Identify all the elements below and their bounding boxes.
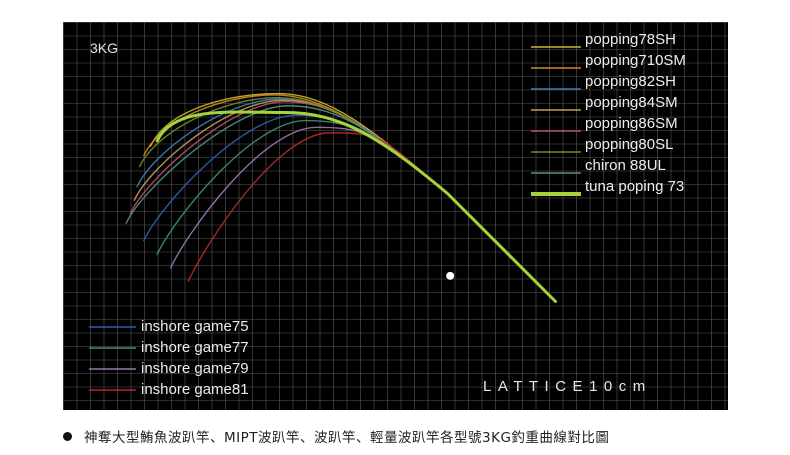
legend-label: inshore game75 bbox=[141, 318, 249, 335]
legend-label: inshore game81 bbox=[141, 381, 249, 398]
caption-text: 神奪大型鮪魚波趴竿、MIPT波趴竿、波趴竿、輕量波趴竿各型號3KG釣重曲線對比圖 bbox=[84, 430, 610, 446]
legend-label: inshore game77 bbox=[141, 339, 249, 356]
figure-caption: 神奪大型鮪魚波趴竿、MIPT波趴竿、波趴竿、輕量波趴竿各型號3KG釣重曲線對比圖 bbox=[63, 426, 609, 446]
legend-label: chiron 88UL bbox=[585, 157, 666, 174]
legend-bottom-left: inshore game75 inshore game77 inshore game… bbox=[89, 318, 249, 398]
legend-label: tuna poping 73 bbox=[585, 178, 684, 195]
legend-label: inshore game79 bbox=[141, 360, 249, 377]
reel-seat-marker bbox=[446, 271, 455, 280]
lattice-label: LATTICE10cm bbox=[483, 378, 652, 395]
legend-label: popping78SH bbox=[585, 31, 676, 48]
bullet-icon bbox=[63, 431, 72, 441]
legend-label: popping80SL bbox=[585, 136, 673, 153]
rod-curves bbox=[125, 92, 557, 303]
legend-top-right: popping78SH popping710SM popping82SH poppin… bbox=[531, 31, 686, 196]
curve-inshore-game81 bbox=[187, 132, 557, 303]
chart-svg: 3KG popping78SHpopping710SMpopping82SHpo… bbox=[63, 22, 728, 410]
legend-label: popping82SH bbox=[585, 73, 676, 90]
legend-label: popping84SM bbox=[585, 94, 678, 111]
chart-title: 3KG bbox=[90, 40, 118, 56]
legend-label: popping86SM bbox=[585, 115, 678, 132]
curve-tuna-poping-73 bbox=[155, 110, 557, 303]
legend-label: popping710SM bbox=[585, 52, 686, 69]
lattice-grid bbox=[63, 22, 728, 410]
chart: 3KG popping78SH popping710SM popping82SH po… bbox=[63, 22, 728, 410]
